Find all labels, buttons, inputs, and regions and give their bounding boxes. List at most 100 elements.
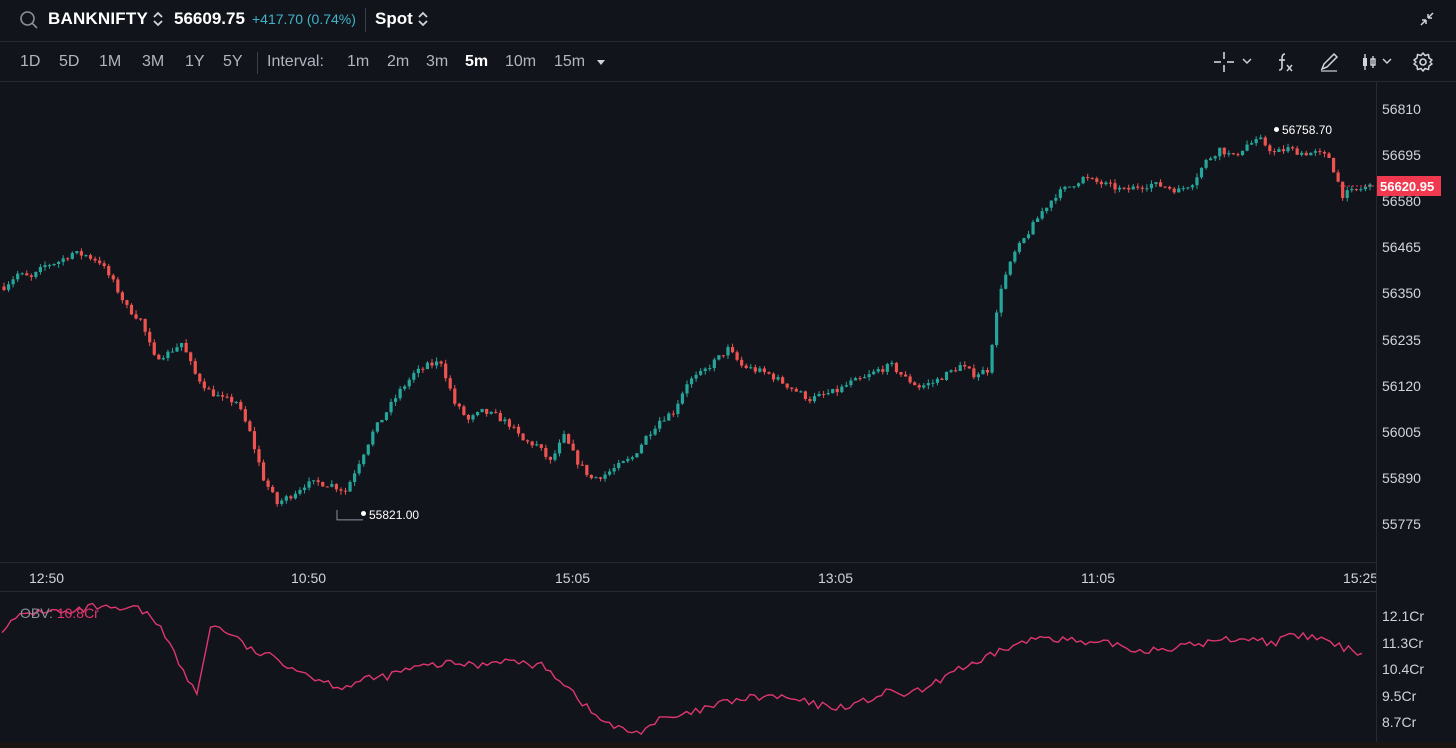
candle: [1236, 152, 1240, 157]
candle: [899, 371, 903, 377]
candle: [148, 328, 152, 347]
price-change: +417.70 (0.74%): [252, 11, 356, 27]
candle: [75, 250, 79, 255]
candle: [498, 410, 502, 422]
candle: [1300, 150, 1304, 157]
candle: [70, 251, 74, 260]
candle: [512, 424, 516, 430]
candle: [166, 349, 170, 361]
price-chart[interactable]: [0, 82, 1376, 562]
candle: [1327, 151, 1331, 159]
range-5y[interactable]: 5Y: [223, 53, 243, 70]
candle: [771, 372, 776, 383]
candle: [903, 371, 908, 377]
candle: [785, 383, 789, 390]
sort-arrows-icon[interactable]: [152, 10, 164, 28]
candle: [184, 339, 188, 353]
interval-5m[interactable]: 5m: [465, 53, 489, 70]
candle: [302, 484, 307, 494]
candle: [621, 460, 625, 464]
candle: [216, 391, 220, 397]
candle: [1281, 145, 1286, 154]
candle: [129, 303, 134, 316]
candle: [220, 391, 225, 401]
candle: [521, 433, 525, 441]
candle-type-icon[interactable]: [1359, 51, 1381, 73]
crosshair-chevron-icon[interactable]: [1242, 56, 1252, 66]
function-icon[interactable]: [1274, 51, 1296, 73]
candle: [553, 450, 557, 462]
candle: [193, 358, 197, 375]
range-1d[interactable]: 1D: [20, 53, 41, 70]
candle: [694, 371, 698, 382]
candle: [767, 371, 771, 375]
candle: [480, 408, 484, 413]
time-label: 12:50: [29, 570, 65, 586]
candle: [453, 384, 457, 407]
candle: [471, 413, 475, 423]
candle: [248, 419, 252, 432]
interval-15m[interactable]: 15m: [554, 53, 586, 70]
candle: [1259, 134, 1263, 140]
range-1m[interactable]: 1M: [99, 53, 122, 70]
draw-icon[interactable]: [1318, 51, 1340, 73]
candle: [152, 339, 156, 356]
candle: [817, 391, 821, 397]
interval-10m[interactable]: 10m: [505, 53, 537, 70]
symbol-name[interactable]: BANKNIFTY: [48, 9, 149, 28]
source-arrows-icon[interactable]: [417, 10, 429, 28]
collapse-icon[interactable]: [1418, 10, 1436, 28]
candle: [170, 347, 175, 353]
candle: [781, 375, 785, 385]
candle: [161, 355, 165, 361]
candle: [894, 361, 899, 374]
candle: [384, 411, 389, 421]
candle: [52, 263, 56, 267]
candle: [822, 390, 826, 398]
interval-3m[interactable]: 3m: [426, 53, 449, 70]
candle: [179, 342, 184, 352]
settings-icon[interactable]: [1412, 51, 1434, 73]
candle: [207, 386, 211, 390]
candle: [93, 256, 97, 264]
time-label: 15:05: [555, 570, 591, 586]
interval-dropdown-icon[interactable]: [597, 60, 605, 65]
candle: [840, 384, 844, 394]
candle: [963, 361, 967, 370]
interval-1m[interactable]: 1m: [347, 53, 370, 70]
candle: [1168, 185, 1172, 191]
candle: [1359, 186, 1363, 192]
range-3m[interactable]: 3M: [142, 53, 165, 70]
interval-2m[interactable]: 2m: [387, 53, 410, 70]
price-tick-label: 56810: [1382, 101, 1421, 117]
price-tick-label: 56465: [1382, 239, 1421, 256]
candle: [98, 256, 102, 266]
range-1y[interactable]: 1Y: [185, 53, 205, 70]
range-5d[interactable]: 5D: [59, 53, 80, 70]
candle: [198, 372, 202, 384]
candle: [407, 377, 411, 390]
candle: [835, 385, 839, 396]
time-label: 11:05: [1081, 570, 1115, 586]
crosshair-icon[interactable]: [1213, 51, 1235, 73]
candle: [1008, 260, 1012, 277]
candle: [1345, 186, 1349, 202]
candle: [1309, 152, 1313, 156]
candle: [257, 445, 261, 467]
source-selector[interactable]: Spot: [375, 9, 413, 28]
candle: [790, 387, 794, 392]
candle: [954, 367, 958, 373]
candle: [1277, 146, 1281, 153]
time-axis[interactable]: 12:50 10:50 15:05 13:05 11:05 15:25: [0, 562, 1376, 592]
candle: [762, 366, 767, 375]
candle: [1304, 150, 1308, 157]
search-icon[interactable]: [19, 10, 39, 30]
obv-tick-label: 8.7Cr: [1382, 714, 1417, 730]
obv-chart[interactable]: [0, 592, 1376, 742]
candle: [735, 350, 739, 362]
candle-type-chevron-icon[interactable]: [1382, 56, 1392, 66]
candle: [389, 398, 393, 416]
candle: [926, 379, 930, 390]
candle: [1290, 145, 1295, 151]
candle: [1058, 186, 1062, 201]
